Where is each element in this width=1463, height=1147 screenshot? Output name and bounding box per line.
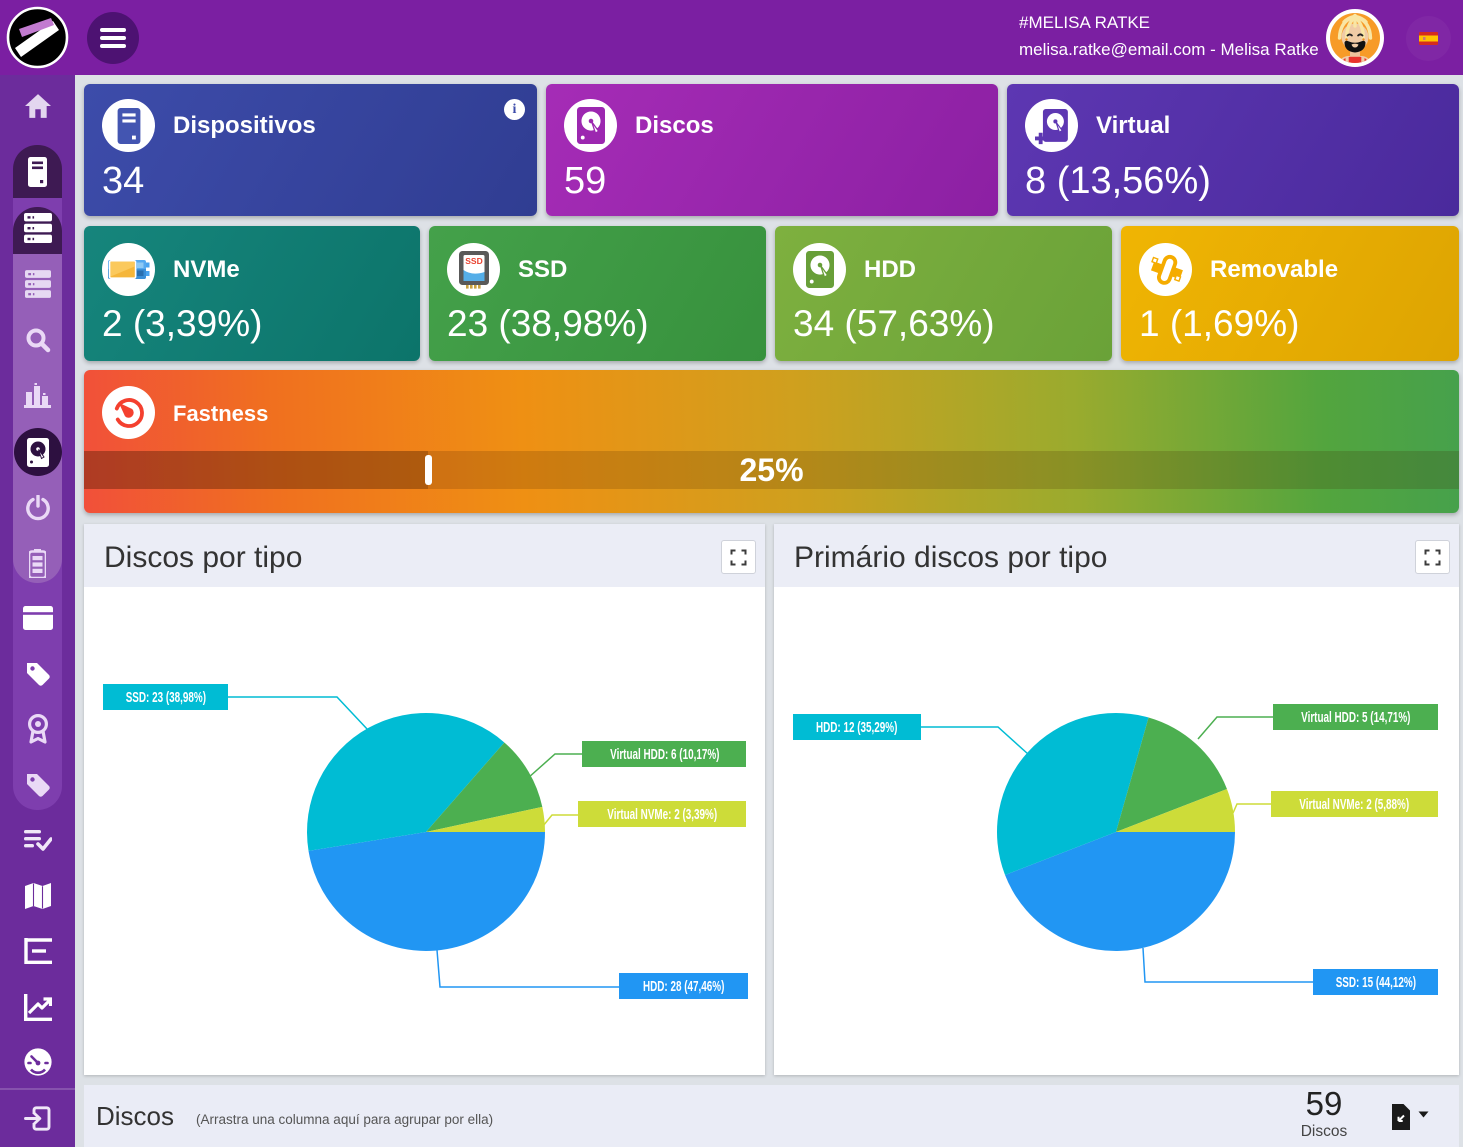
svg-text:SSD: SSD	[465, 256, 482, 266]
